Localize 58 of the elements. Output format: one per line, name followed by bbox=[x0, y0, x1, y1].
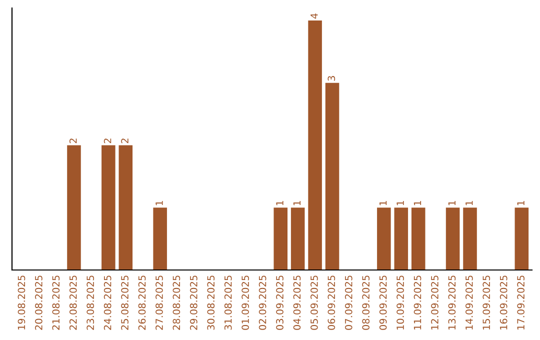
bar bbox=[67, 145, 81, 270]
x-tick-label: 29.08.2025 bbox=[190, 276, 198, 330]
x-tick-label: 24.08.2025 bbox=[104, 276, 112, 330]
x-tick-label: 31.08.2025 bbox=[224, 276, 232, 330]
x-tick-label: 05.09.2025 bbox=[310, 276, 318, 330]
data-label: 3 bbox=[328, 76, 336, 81]
x-tick-label: 20.08.2025 bbox=[35, 276, 42, 330]
bar bbox=[446, 208, 460, 270]
data-label: 2 bbox=[69, 138, 77, 144]
bar bbox=[102, 145, 116, 270]
data-label: 1 bbox=[156, 200, 163, 206]
data-label: 2 bbox=[104, 138, 112, 144]
bar bbox=[118, 145, 133, 270]
data-label: 1 bbox=[517, 200, 524, 206]
x-tick-label: 06.09.2025 bbox=[328, 276, 336, 330]
bar bbox=[290, 208, 305, 270]
x-tick-label: 01.09.2025 bbox=[242, 276, 249, 330]
data-label: 1 bbox=[276, 200, 284, 206]
x-tick-label: 19.08.2025 bbox=[18, 276, 26, 330]
x-tick-label: 21.08.2025 bbox=[52, 276, 60, 330]
data-label: 2 bbox=[121, 138, 128, 144]
x-tick-label: 07.09.2025 bbox=[344, 276, 352, 330]
x-tick-label: 10.09.2025 bbox=[396, 276, 404, 330]
bar bbox=[377, 208, 391, 270]
x-tick-label: 25.08.2025 bbox=[121, 276, 128, 330]
bar bbox=[514, 208, 529, 270]
x-tick-label: 28.08.2025 bbox=[172, 276, 180, 330]
bar bbox=[153, 208, 167, 270]
data-label: 1 bbox=[466, 200, 473, 206]
data-label: 1 bbox=[380, 200, 387, 206]
bar bbox=[325, 82, 340, 270]
data-label: 1 bbox=[448, 200, 456, 206]
x-tick-label: 27.08.2025 bbox=[156, 276, 163, 330]
x-tick-label: 16.09.2025 bbox=[500, 276, 508, 330]
data-label: 1 bbox=[414, 200, 422, 206]
bar bbox=[274, 208, 288, 270]
x-tick-label: 02.09.2025 bbox=[258, 276, 266, 330]
data-label: 1 bbox=[293, 200, 301, 206]
x-tick-label: 09.09.2025 bbox=[379, 276, 387, 330]
data-label: 1 bbox=[396, 200, 404, 206]
x-tick-label: 23.08.2025 bbox=[86, 276, 94, 330]
x-tick-label: 26.08.2025 bbox=[138, 276, 146, 330]
bar bbox=[308, 20, 322, 270]
x-tick-label: 22.08.2025 bbox=[69, 276, 77, 330]
bar bbox=[463, 208, 477, 270]
bar bbox=[394, 208, 408, 270]
x-tick-label: 15.09.2025 bbox=[482, 276, 490, 330]
x-tick-label: 13.09.2025 bbox=[448, 276, 456, 330]
x-tick-label: 08.09.2025 bbox=[362, 276, 370, 330]
x-tick-label: 11.09.2025 bbox=[414, 276, 422, 330]
bar bbox=[411, 208, 426, 270]
data-label: 4 bbox=[310, 13, 318, 19]
x-tick-label: 17.09.2025 bbox=[517, 276, 524, 330]
x-tick-label: 14.09.2025 bbox=[465, 276, 473, 330]
x-tick-label: 12.09.2025 bbox=[431, 276, 438, 330]
x-tick-label: 30.08.2025 bbox=[207, 276, 215, 330]
x-tick-label: 04.09.2025 bbox=[293, 276, 301, 330]
x-tick-label: 03.09.2025 bbox=[276, 276, 284, 330]
